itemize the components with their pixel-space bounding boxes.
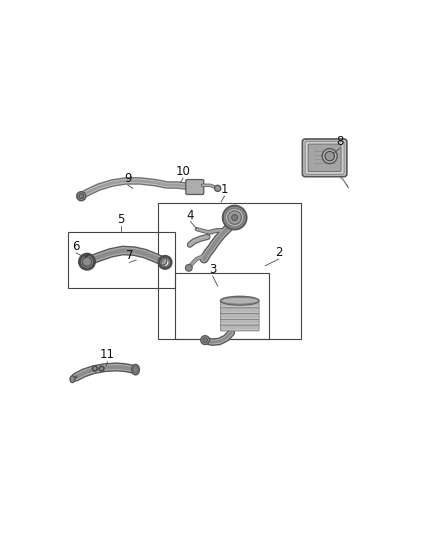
Text: 9: 9 [124,172,131,185]
Circle shape [201,336,209,344]
FancyBboxPatch shape [305,141,344,174]
FancyBboxPatch shape [220,313,259,319]
Ellipse shape [220,296,259,305]
FancyBboxPatch shape [220,302,259,308]
Ellipse shape [133,366,138,373]
FancyBboxPatch shape [186,180,204,195]
Text: 5: 5 [117,213,125,225]
Ellipse shape [132,365,139,375]
FancyBboxPatch shape [220,307,259,313]
Text: 7: 7 [126,249,133,262]
FancyBboxPatch shape [220,319,259,325]
Circle shape [215,185,221,191]
Text: 8: 8 [336,135,343,148]
Bar [158,203,301,339]
FancyBboxPatch shape [302,139,347,176]
Ellipse shape [70,376,75,383]
FancyBboxPatch shape [308,144,341,172]
Circle shape [203,338,208,343]
Circle shape [225,208,244,227]
Circle shape [82,257,92,266]
FancyBboxPatch shape [220,325,259,331]
Text: 1: 1 [221,183,228,196]
Ellipse shape [221,297,258,304]
Circle shape [223,206,247,229]
Circle shape [228,211,241,224]
Text: 2: 2 [275,246,283,259]
Circle shape [185,264,192,271]
Bar [175,272,268,339]
Circle shape [232,214,238,221]
Circle shape [79,194,84,199]
Circle shape [80,254,95,269]
Bar [68,232,175,288]
Text: 10: 10 [176,165,191,178]
Text: 4: 4 [187,208,194,222]
Circle shape [77,192,86,200]
Text: 3: 3 [209,263,216,276]
Circle shape [325,151,335,161]
Text: 6: 6 [72,240,80,253]
Circle shape [322,149,337,164]
Text: 11: 11 [100,349,115,361]
